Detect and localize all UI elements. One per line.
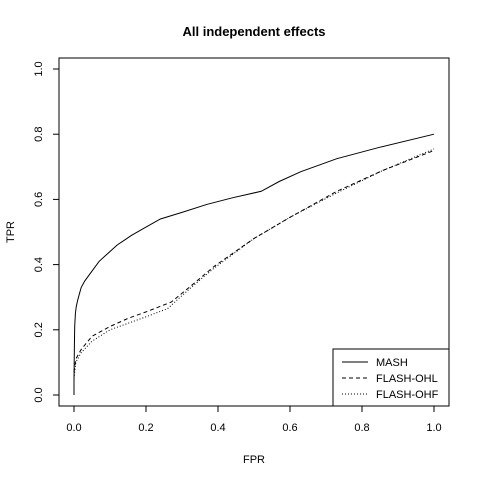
y-tick-label: 0.0: [33, 387, 45, 402]
series-line-flash-ohl: [73, 150, 435, 373]
legend-label-flash-ohf: FLASH-OHF: [376, 389, 439, 401]
y-axis-label: TPR: [5, 221, 17, 243]
x-tick-label: 0.2: [138, 422, 153, 434]
x-tick-label: 0.6: [282, 422, 297, 434]
series-layer: [73, 133, 435, 395]
series-line-mash: [73, 133, 435, 395]
legend: MASH FLASH-OHL FLASH-OHF: [332, 348, 450, 407]
x-tick-label: 0.4: [210, 422, 225, 434]
x-tick-label: 1.0: [426, 422, 441, 434]
y-tick-label: 1.0: [33, 61, 45, 76]
legend-label-mash: MASH: [376, 357, 408, 369]
legend-label-flash-ohl: FLASH-OHL: [376, 373, 438, 385]
x-tick-label: 0.0: [66, 422, 81, 434]
x-axis-label: FPR: [243, 454, 265, 466]
y-tick-label: 0.2: [33, 322, 45, 337]
y-tick-label: 0.8: [33, 127, 45, 142]
y-tick-label: 0.4: [33, 257, 45, 272]
y-tick-label: 0.6: [33, 192, 45, 207]
y-axis: 0.0 0.2 0.4 0.6 0.8 1.0: [33, 61, 60, 403]
series-line-flash-ohf: [73, 148, 435, 379]
x-tick-label: 0.8: [354, 422, 369, 434]
chart-title: All independent effects: [182, 24, 325, 39]
x-axis: 0.0 0.2 0.4 0.6 0.8 1.0: [66, 405, 442, 434]
